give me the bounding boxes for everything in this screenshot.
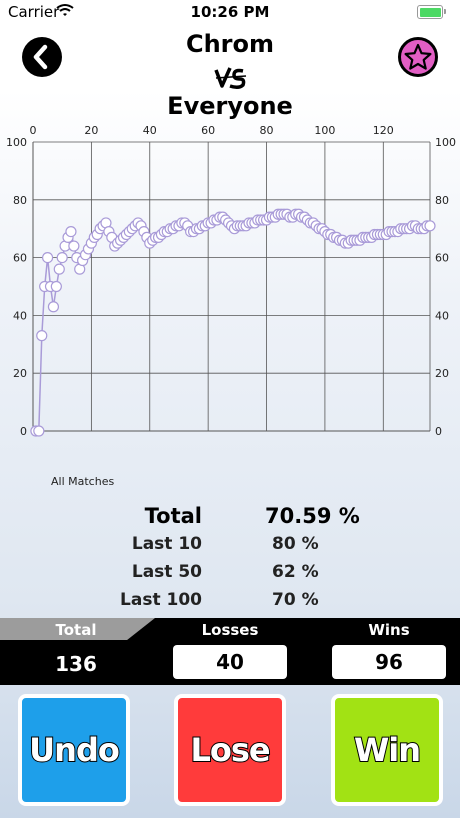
y-tick-label-right: 80: [435, 194, 449, 207]
x-tick-label: 100: [314, 124, 335, 137]
y-tick-label-left: 100: [6, 136, 27, 149]
battery-icon: [417, 5, 446, 19]
data-point: [424, 220, 436, 232]
wins-count: 96: [332, 645, 446, 679]
x-tick-label: 40: [143, 124, 157, 137]
data-point: [53, 263, 65, 275]
data-point: [47, 301, 60, 313]
total-label: Total: [55, 621, 97, 639]
stat-last50-value: 62 %: [272, 562, 319, 582]
stat-last10-value: 80 %: [272, 534, 319, 554]
data-point: [33, 425, 45, 437]
wifi-icon: [56, 3, 74, 21]
carrier-label: Carrier: [8, 3, 60, 21]
win-button[interactable]: Win: [331, 694, 443, 806]
stat-total-label: Total: [144, 504, 202, 528]
status-bar: Carrier 10:26 PM: [0, 0, 460, 24]
y-tick-label-left: 0: [20, 425, 27, 438]
y-tick-label-left: 60: [13, 252, 27, 265]
total-count: 136: [55, 652, 97, 676]
x-axis-label: All Matches: [51, 475, 114, 488]
x-tick-label: 20: [84, 124, 98, 137]
data-point: [36, 330, 48, 342]
y-tick-label-left: 40: [13, 309, 27, 322]
data-point: [50, 280, 62, 293]
x-tick-label: 80: [260, 124, 274, 137]
x-tick-label: 120: [373, 124, 394, 137]
data-point: [68, 240, 80, 252]
back-button[interactable]: [22, 37, 62, 77]
stat-last100-label: Last 100: [120, 590, 202, 610]
opponent-name: Everyone: [167, 92, 293, 120]
y-tick-label-right: 40: [435, 309, 449, 322]
stat-last100-value: 70 %: [272, 590, 319, 610]
stat-last50-label: Last 50: [131, 562, 202, 582]
data-point: [56, 252, 68, 264]
vs-logo: [214, 64, 248, 92]
status-time: 10:26 PM: [190, 3, 270, 21]
y-tick-label-right: 60: [435, 252, 449, 265]
y-tick-label-right: 0: [435, 425, 442, 438]
y-tick-label-left: 80: [13, 194, 27, 207]
stat-total-value: 70.59 %: [265, 504, 360, 528]
stat-last10-label: Last 10: [131, 534, 202, 554]
favorite-button[interactable]: [398, 37, 438, 77]
losses-label: Losses: [201, 621, 259, 639]
wins-label: Wins: [368, 621, 410, 639]
data-point: [41, 252, 54, 264]
y-tick-label-right: 20: [435, 367, 449, 380]
star-icon: [404, 43, 432, 70]
x-tick-label: 60: [201, 124, 215, 137]
count-bar: Total 136 Losses 40 Wins 96: [0, 618, 460, 685]
chevron-left-icon: [33, 44, 48, 70]
losses-count: 40: [173, 645, 287, 679]
fighter-name: Chrom: [185, 30, 275, 58]
total-tab: [0, 618, 155, 640]
undo-button[interactable]: Undo: [18, 694, 130, 806]
y-tick-label-left: 20: [13, 367, 27, 380]
data-point: [65, 225, 77, 238]
lose-button[interactable]: Lose: [174, 694, 286, 806]
x-tick-label: 0: [30, 124, 37, 137]
y-tick-label-right: 100: [435, 136, 456, 149]
